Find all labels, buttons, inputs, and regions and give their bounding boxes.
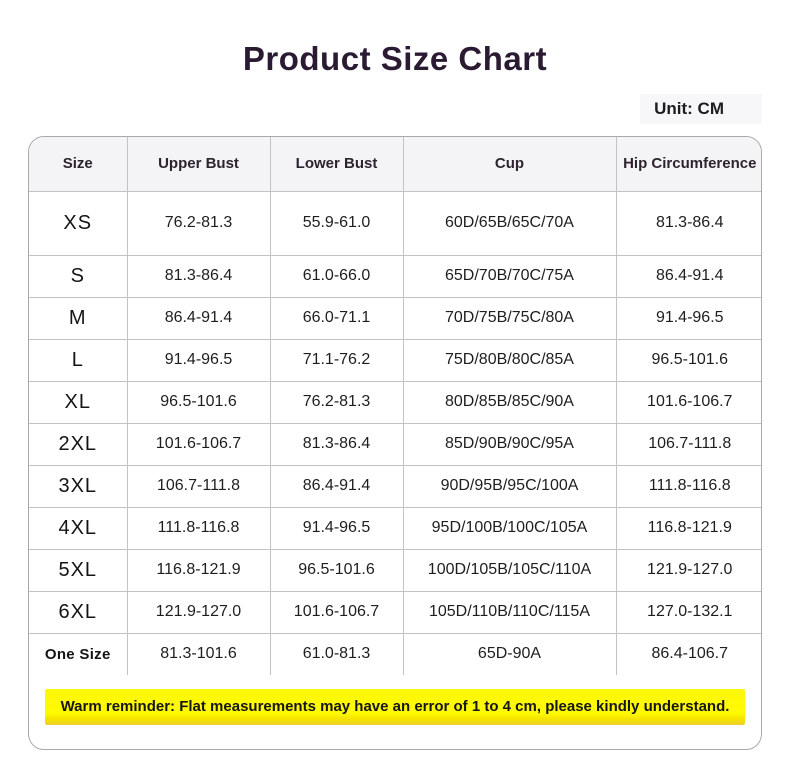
value-cell: 100D/105B/105C/110A xyxy=(402,548,617,592)
value-cell: 65D/70B/70C/75A xyxy=(402,254,617,298)
unit-label: Unit: CM xyxy=(640,94,762,124)
value-cell: 96.5-101.6 xyxy=(126,380,271,424)
value-cell: 105D/110B/110C/115A xyxy=(402,590,617,634)
value-cell: 86.4-91.4 xyxy=(126,296,271,340)
warm-reminder-text: Warm reminder: Flat measurements may hav… xyxy=(60,698,730,715)
header-cell: Hip Circumference xyxy=(615,137,761,192)
table-row: One Size 81.3-101.6 61.0-81.3 65D-90A 86.4-1… xyxy=(29,632,761,675)
table-row: M 86.4-91.4 66.0-71.1 70D/75B/75C/80A 91.4-9… xyxy=(29,296,761,340)
table-row: 3XL 106.7-111.8 86.4-91.4 90D/95B/95C/100A 1… xyxy=(29,464,761,508)
size-cell: 4XL xyxy=(29,506,128,550)
value-cell: 121.9-127.0 xyxy=(126,590,271,634)
value-cell: 101.6-106.7 xyxy=(615,380,761,424)
table-row: 5XL 116.8-121.9 96.5-101.6 100D/105B/105C/1… xyxy=(29,548,761,592)
size-cell: 5XL xyxy=(29,548,128,592)
value-cell: 60D/65B/65C/70A xyxy=(402,190,617,256)
value-cell: 86.4-91.4 xyxy=(269,464,404,508)
value-cell: 81.3-86.4 xyxy=(269,422,404,466)
table-header: Size Upper Bust Lower Bust Cup Hip Circumfer… xyxy=(29,137,761,192)
table-row: S 81.3-86.4 61.0-66.0 65D/70B/70C/75A 86.4-9… xyxy=(29,254,761,298)
value-cell: 91.4-96.5 xyxy=(269,506,404,550)
size-cell: L xyxy=(29,338,128,382)
value-cell: 71.1-76.2 xyxy=(269,338,404,382)
size-cell: 3XL xyxy=(29,464,128,508)
value-cell: 106.7-111.8 xyxy=(126,464,271,508)
size-cell: S xyxy=(29,254,128,298)
value-cell: 101.6-106.7 xyxy=(269,590,404,634)
size-table-body: XS 76.2-81.3 55.9-61.0 60D/65B/65C/70A 81.3-… xyxy=(29,190,761,675)
value-cell: 80D/85B/85C/90A xyxy=(402,380,617,424)
warm-reminder-band: Warm reminder: Flat measurements may hav… xyxy=(45,689,745,725)
value-cell: 81.3-86.4 xyxy=(615,190,761,256)
value-cell: 85D/90B/90C/95A xyxy=(402,422,617,466)
header-cell: Size xyxy=(29,137,128,192)
header-cell: Lower Bust xyxy=(269,137,404,192)
value-cell: 116.8-121.9 xyxy=(126,548,271,592)
table-row: 4XL 111.8-116.8 91.4-96.5 95D/100B/100C/105… xyxy=(29,506,761,550)
table-row: 2XL 101.6-106.7 81.3-86.4 85D/90B/90C/95A 10… xyxy=(29,422,761,466)
value-cell: 96.5-101.6 xyxy=(615,338,761,382)
table-row: L 91.4-96.5 71.1-76.2 75D/80B/80C/85A 96.5-1… xyxy=(29,338,761,382)
value-cell: 86.4-91.4 xyxy=(615,254,761,298)
size-chart-table: Size Upper Bust Lower Bust Cup Hip Circumfer… xyxy=(29,137,761,675)
value-cell: 75D/80B/80C/85A xyxy=(402,338,617,382)
value-cell: 91.4-96.5 xyxy=(615,296,761,340)
value-cell: 66.0-71.1 xyxy=(269,296,404,340)
value-cell: 95D/100B/100C/105A xyxy=(402,506,617,550)
value-cell: 55.9-61.0 xyxy=(269,190,404,256)
value-cell: 86.4-106.7 xyxy=(615,632,761,675)
value-cell: 61.0-66.0 xyxy=(269,254,404,298)
page-title: Product Size Chart xyxy=(242,40,548,77)
header-row: Size Upper Bust Lower Bust Cup Hip Circumfer… xyxy=(29,137,761,192)
value-cell: 101.6-106.7 xyxy=(126,422,271,466)
size-cell: XS xyxy=(29,190,128,256)
value-cell: 65D-90A xyxy=(402,632,617,675)
size-cell: One Size xyxy=(29,632,128,675)
size-chart-card: Size Upper Bust Lower Bust Cup Hip Circumfer… xyxy=(28,136,762,750)
value-cell: 127.0-132.1 xyxy=(615,590,761,634)
value-cell: 76.2-81.3 xyxy=(269,380,404,424)
header-cell: Cup xyxy=(402,137,617,192)
size-cell: 2XL xyxy=(29,422,128,466)
value-cell: 91.4-96.5 xyxy=(126,338,271,382)
value-cell: 61.0-81.3 xyxy=(269,632,404,675)
table-row: XS 76.2-81.3 55.9-61.0 60D/65B/65C/70A 81.3-… xyxy=(29,190,761,256)
value-cell: 76.2-81.3 xyxy=(126,190,271,256)
value-cell: 81.3-101.6 xyxy=(126,632,271,675)
table-row: 6XL 121.9-127.0 101.6-106.7 105D/110B/110C/… xyxy=(29,590,761,634)
value-cell: 111.8-116.8 xyxy=(615,464,761,508)
value-cell: 70D/75B/75C/80A xyxy=(402,296,617,340)
value-cell: 116.8-121.9 xyxy=(615,506,761,550)
size-cell: M xyxy=(29,296,128,340)
value-cell: 90D/95B/95C/100A xyxy=(402,464,617,508)
value-cell: 96.5-101.6 xyxy=(269,548,404,592)
size-cell: XL xyxy=(29,380,128,424)
value-cell: 111.8-116.8 xyxy=(126,506,271,550)
value-cell: 106.7-111.8 xyxy=(615,422,761,466)
unit-row: Unit: CM xyxy=(28,94,762,124)
table-row: XL 96.5-101.6 76.2-81.3 80D/85B/85C/90A 101.… xyxy=(29,380,761,424)
size-cell: 6XL xyxy=(29,590,128,634)
value-cell: 121.9-127.0 xyxy=(615,548,761,592)
header-cell: Upper Bust xyxy=(126,137,271,192)
value-cell: 81.3-86.4 xyxy=(126,254,271,298)
